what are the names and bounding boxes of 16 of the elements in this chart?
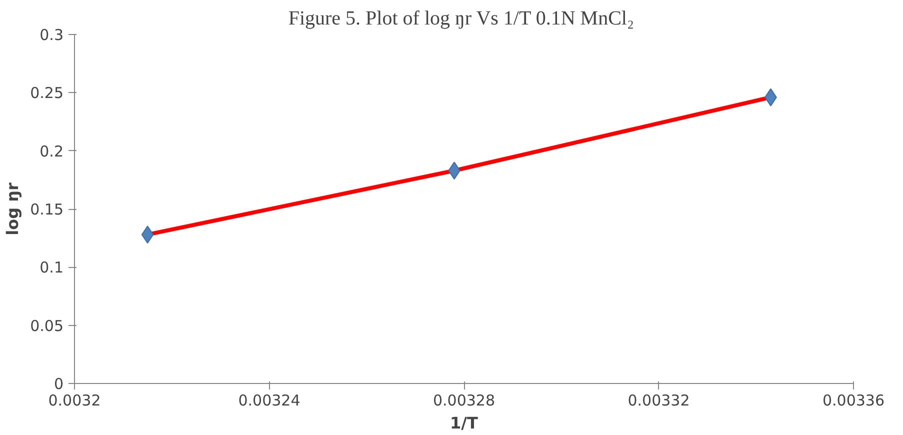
y-tick-label: 0 xyxy=(54,375,64,393)
y-tick-label: 0.25 xyxy=(30,84,64,102)
y-tick-label: 0.15 xyxy=(30,200,64,218)
x-tick-label: 0.00332 xyxy=(628,392,690,410)
y-tick-label: 0.05 xyxy=(30,316,64,335)
chart-title: Figure 5. Plot of log ŋr Vs 1/T 0.1N MnCl₂ xyxy=(288,8,634,30)
x-tick-label: 0.00336 xyxy=(822,392,885,410)
x-axis-title: 1/T xyxy=(450,414,478,432)
x-tick-label: 0.0032 xyxy=(48,392,101,410)
y-tick-label: 0.3 xyxy=(40,26,64,44)
x-tick-label: 0.00328 xyxy=(432,392,496,410)
y-axis-title: log ŋr xyxy=(3,182,22,236)
x-tick-label: 0.00324 xyxy=(238,392,300,410)
y-tick-label: 0.2 xyxy=(40,142,64,160)
point xyxy=(141,226,154,244)
y-tick-label: 0.1 xyxy=(40,258,64,277)
